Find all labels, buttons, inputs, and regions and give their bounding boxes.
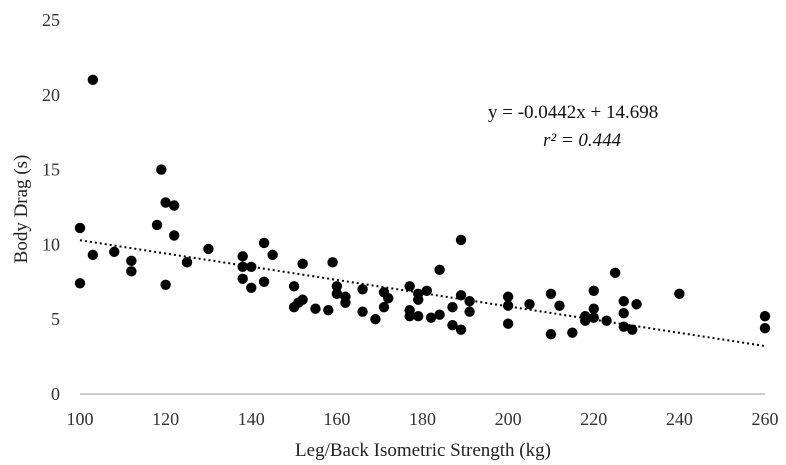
data-point xyxy=(246,261,257,273)
data-point xyxy=(168,230,180,241)
data-point xyxy=(601,315,612,326)
data-point xyxy=(421,285,432,296)
x-axis-title: Leg/Back Isometric Strength (kg) xyxy=(295,440,551,461)
data-points xyxy=(74,74,771,340)
data-point xyxy=(323,305,334,316)
data-point xyxy=(87,249,99,261)
data-point xyxy=(156,164,167,175)
y-axis-title: Body Drag (s) xyxy=(11,155,32,264)
data-point xyxy=(126,255,137,267)
data-point xyxy=(609,267,621,279)
data-point xyxy=(618,296,629,307)
data-point xyxy=(297,294,308,305)
x-tick-label: 120 xyxy=(152,409,179,429)
x-tick-label: 220 xyxy=(580,409,607,429)
data-point xyxy=(567,327,578,338)
data-point xyxy=(447,302,458,313)
data-point xyxy=(413,311,424,322)
data-point xyxy=(674,288,685,299)
x-tick-label: 140 xyxy=(238,409,265,429)
data-point xyxy=(246,282,257,293)
data-point xyxy=(627,324,638,335)
data-point xyxy=(327,257,338,268)
data-point xyxy=(631,299,642,310)
data-point xyxy=(288,281,300,292)
y-tick-label: 15 xyxy=(42,160,60,180)
data-point xyxy=(151,219,163,231)
data-point xyxy=(455,324,467,335)
data-point xyxy=(237,261,248,273)
data-point xyxy=(404,311,415,322)
trendline-equation: y = -0.0442x + 14.698 xyxy=(488,102,659,123)
data-point xyxy=(455,234,467,246)
data-point xyxy=(434,264,445,276)
data-point xyxy=(258,237,270,249)
data-point xyxy=(588,312,599,323)
data-point xyxy=(237,251,248,262)
data-point xyxy=(404,281,415,292)
data-point xyxy=(759,322,771,334)
y-tick-labels: 0 5 10 15 20 25 xyxy=(42,10,60,404)
data-point xyxy=(588,285,599,296)
data-point xyxy=(340,297,351,308)
data-point xyxy=(618,308,629,319)
x-tick-label: 200 xyxy=(495,409,522,429)
data-point xyxy=(554,300,565,311)
data-point xyxy=(502,291,514,302)
data-point xyxy=(297,258,308,270)
data-point xyxy=(357,284,368,295)
data-point xyxy=(464,306,475,317)
x-tick-label: 180 xyxy=(409,409,436,429)
data-point xyxy=(545,288,557,299)
data-point xyxy=(258,276,270,287)
x-tick-label: 100 xyxy=(67,409,94,429)
x-tick-label: 260 xyxy=(752,409,779,429)
data-point xyxy=(759,311,771,322)
data-point xyxy=(310,303,321,314)
x-tick-labels: 100 120 140 160 180 200 220 240 260 xyxy=(67,409,779,429)
data-point xyxy=(502,318,514,329)
data-point xyxy=(579,315,591,326)
data-point xyxy=(74,278,86,289)
data-point xyxy=(464,296,475,307)
y-tick-label: 25 xyxy=(42,10,60,30)
data-point xyxy=(378,302,390,313)
data-point xyxy=(203,243,214,255)
data-point xyxy=(331,281,343,292)
y-tick-label: 10 xyxy=(42,234,60,254)
data-point xyxy=(370,314,381,325)
data-point xyxy=(455,290,467,301)
data-point xyxy=(545,328,557,340)
data-point xyxy=(447,319,458,331)
data-point xyxy=(74,222,86,234)
x-tick-label: 160 xyxy=(323,409,350,429)
data-point xyxy=(168,200,180,211)
data-point xyxy=(237,273,248,285)
data-point xyxy=(502,300,514,311)
data-point xyxy=(524,299,535,310)
data-point xyxy=(109,246,120,258)
data-point xyxy=(160,197,171,208)
data-point xyxy=(181,257,193,268)
data-point xyxy=(126,266,137,277)
data-point xyxy=(588,303,599,314)
y-tick-label: 5 xyxy=(51,309,60,329)
y-tick-label: 0 xyxy=(51,384,60,404)
data-point xyxy=(425,312,437,323)
data-point xyxy=(267,249,278,261)
data-point xyxy=(618,321,629,332)
data-point xyxy=(87,74,99,86)
x-tick-label: 240 xyxy=(666,409,693,429)
data-point xyxy=(160,279,171,290)
r-squared-label: r² = 0.444 xyxy=(543,130,622,151)
data-point xyxy=(413,294,424,305)
data-point xyxy=(383,293,394,304)
y-tick-label: 20 xyxy=(42,85,60,105)
data-point xyxy=(434,309,445,320)
data-point xyxy=(357,306,368,317)
data-point xyxy=(331,288,343,299)
